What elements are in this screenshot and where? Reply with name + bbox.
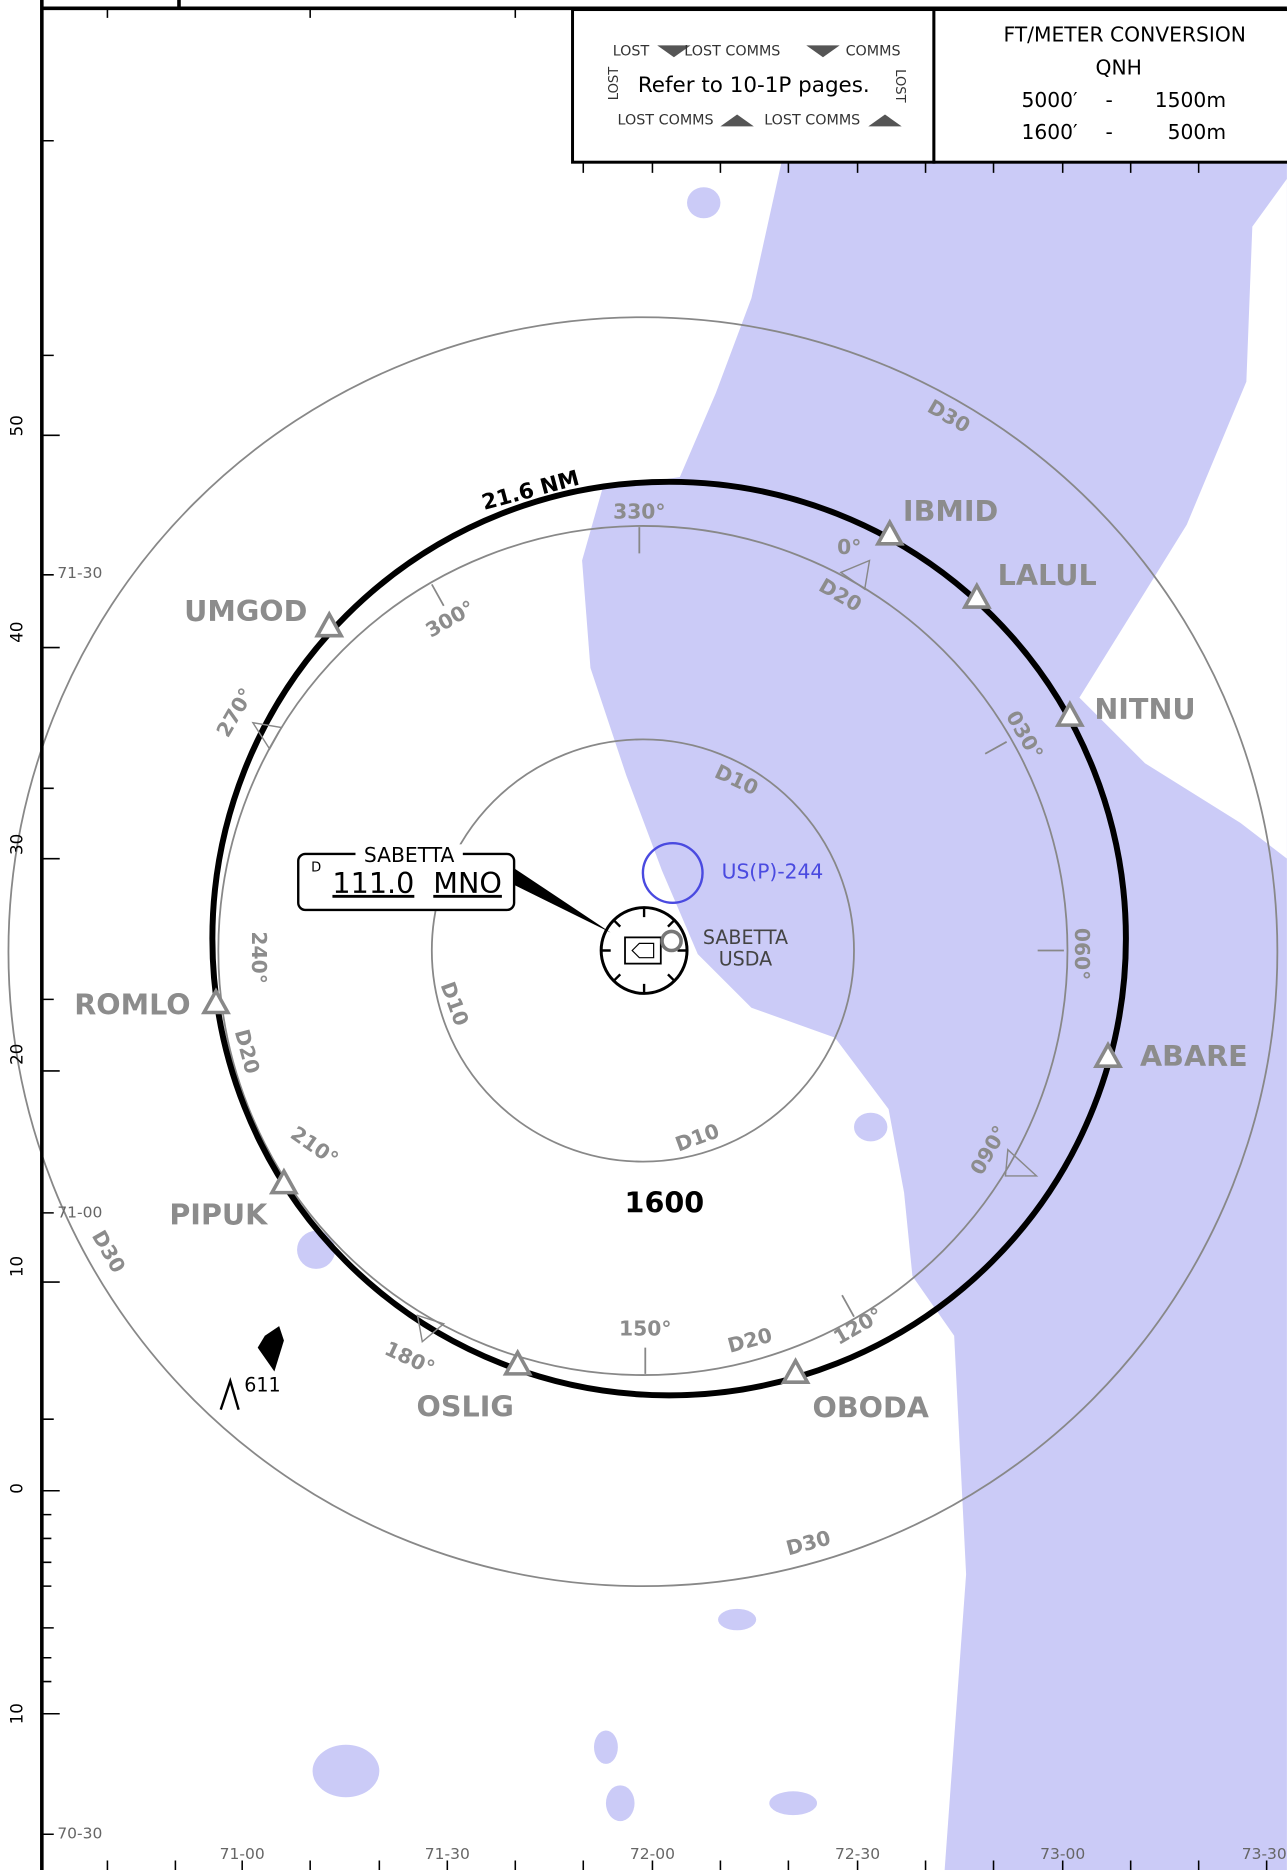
feet: 1600′ [1021,120,1078,144]
range-rings [7,316,1279,1588]
fix-name: OBODA [813,1391,929,1425]
fix-marker [961,581,992,609]
land [1079,178,1287,859]
obstacle-symbol [219,1377,240,1411]
radial-label: 330° [613,499,665,523]
grid-label: 70-30 [57,1825,102,1843]
navaid-ident: MNO [433,866,502,900]
latitude-label: 50 [7,415,26,436]
lost-comms-label: COMMS [846,43,901,59]
vor [599,906,689,995]
radial-ticks [431,527,1064,1374]
grid-label: 71-30 [425,1845,470,1863]
lakes [297,187,888,1822]
fix-name: NITNU [1094,692,1195,726]
radial-label: 0° [837,535,861,559]
grid-label: 73-00 [1040,1845,1085,1863]
fix-marker [200,987,231,1015]
navaid-type: D [311,861,321,876]
lost-comms-label: LOST [613,43,650,59]
lost-label: LOST [607,66,622,100]
fix-marker [502,1348,533,1376]
radial-label: 060° [1070,928,1094,980]
radial-label: 150° [619,1316,671,1340]
radial-markers [251,559,1039,1344]
restricted-area [641,841,704,904]
meters: 500m [1168,120,1226,144]
fix-name: OSLIG [417,1389,514,1423]
fix-name: IBMID [903,494,998,528]
fix-name: LALUL [998,558,1097,592]
comms-box [571,8,936,164]
dash: - [1106,88,1113,112]
airport-icao: USDA [719,949,772,971]
latitude-label: 20 [7,1044,26,1065]
fix-name: UMGOD [184,594,307,628]
navaid-frequency: 111.0 [332,866,414,900]
water [582,163,1287,1870]
latitude-label: 10 [7,1256,26,1277]
fix-name: ROMLO [74,988,190,1022]
feet: 5000′ [1021,88,1078,112]
restricted-area-label: US(P)-244 [722,859,824,883]
arrow [257,1326,284,1372]
airport-name: SABETTA [703,927,788,949]
fix-name: ABARE [1140,1039,1248,1073]
radial-label: 240° [247,931,271,983]
latitude-label: 30 [7,834,26,855]
dash: - [1106,120,1113,144]
navaid-label-bg [355,844,463,866]
latitude-label: 40 [7,621,26,642]
comms-arrows [657,45,902,127]
fix-marker [314,610,345,638]
conversion-title: FT/METER CONVERSION [1003,22,1245,46]
fix-name: PIPUK [169,1197,269,1231]
conversion-subtitle: QNH [1096,56,1142,80]
msa-altitude: 1600 [625,1186,705,1220]
grid-label: 72-30 [835,1845,880,1863]
navaid-leader [514,868,611,933]
obstacle-elevation: 611 [244,1374,280,1396]
msa-arc [209,478,1129,1399]
lost-comms-label: LOST COMMS [684,43,780,59]
grid-label: 71-00 [220,1845,265,1863]
navaid-name: SABETTA [364,843,455,867]
latitude-label: 0 [7,1483,26,1494]
grid-label: 72-00 [630,1845,675,1863]
meters: 1500m [1155,88,1226,112]
fix-marker [874,518,905,546]
lost-label: LOST [892,69,907,103]
lost-comms-label: LOST COMMS [618,112,714,128]
fix-marker [268,1167,299,1195]
grid-label: 73-30 [1242,1845,1287,1863]
conversion-box [932,8,1287,164]
lost-comms-label: LOST COMMS [764,112,860,128]
fix-marker [1054,699,1085,727]
comms-note: Refer to 10-1P pages. [638,73,870,98]
fix-marker [1093,1041,1123,1068]
grid-label: 71-00 [57,1203,102,1221]
scale-ticks [41,8,1268,1870]
grid-label: 71-30 [57,564,102,582]
latitude-label: 10 [7,1703,26,1724]
fix-marker [780,1357,811,1385]
